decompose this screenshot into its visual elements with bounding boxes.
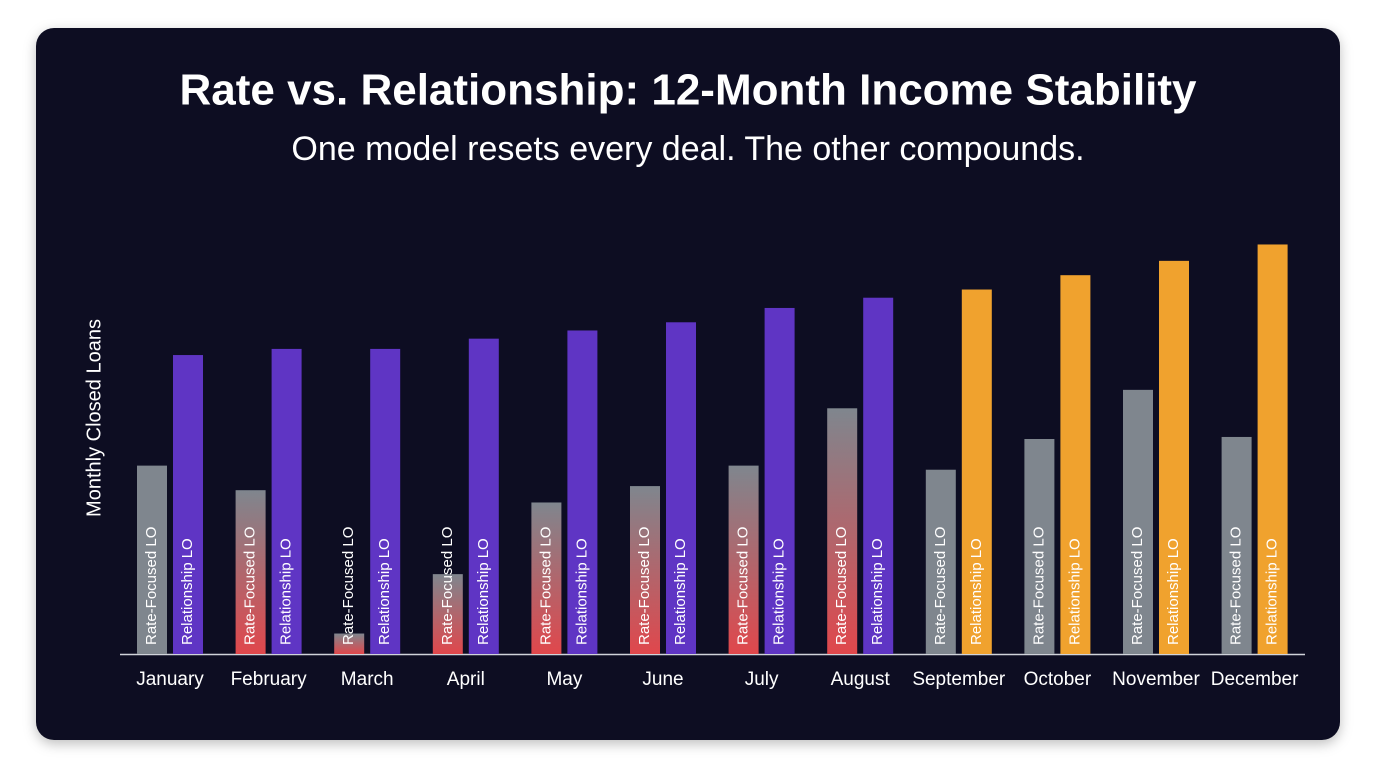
bar-series-label: Rate-Focused LO: [439, 527, 456, 645]
x-tick-label: August: [831, 669, 891, 690]
chart-title: Rate vs. Relationship: 12-Month Income S…: [179, 66, 1197, 115]
bar-series-label: Rate-Focused LO: [537, 527, 554, 645]
bar: [468, 338, 499, 654]
bar-series-label: Rate-Focused LO: [1129, 527, 1146, 645]
bar: [1060, 275, 1091, 654]
x-tick-label: March: [341, 669, 394, 690]
bar-series-label: Relationship LO: [672, 538, 689, 645]
y-axis-label: Monthly Closed Loans: [83, 319, 105, 517]
bar: [137, 465, 167, 654]
bar: [630, 486, 660, 654]
bar: [1024, 439, 1055, 654]
bar-series-label: Rate-Focused LO: [242, 527, 259, 645]
bar: [567, 330, 598, 654]
bar-series-label: Relationship LO: [1066, 538, 1083, 645]
chart-subtitle: One model resets every deal. The other c…: [291, 130, 1084, 168]
bar: [1257, 244, 1288, 654]
bar: [728, 465, 759, 654]
bar-series-label: Relationship LO: [771, 538, 788, 645]
bar-series-label: Relationship LO: [573, 538, 590, 645]
bar: [863, 297, 894, 654]
bar: [827, 408, 858, 654]
bar-series-label: Relationship LO: [869, 538, 886, 645]
bar-series-label: Rate-Focused LO: [1030, 527, 1047, 645]
bar: [334, 633, 365, 654]
x-tick-label: June: [642, 669, 683, 690]
x-tick-label: May: [546, 669, 582, 690]
bar: [271, 348, 302, 654]
bar-series-label: Rate-Focused LO: [1228, 527, 1245, 645]
bar: [961, 289, 992, 654]
x-tick-label: July: [745, 669, 779, 690]
bar: [432, 574, 463, 654]
bar-series-label: Relationship LO: [278, 538, 295, 645]
bar-series-label: Rate-Focused LO: [932, 527, 949, 645]
bar-series-label: Relationship LO: [376, 538, 393, 645]
bar: [173, 355, 203, 654]
bar-series-label: Rate-Focused LO: [143, 527, 160, 645]
bar: [1123, 389, 1153, 654]
bar-series-label: Relationship LO: [968, 538, 985, 645]
bar-series-label: Rate-Focused LO: [833, 527, 850, 645]
x-tick-label: October: [1024, 669, 1092, 690]
x-tick-label: April: [447, 669, 485, 690]
bar-series-label: Relationship LO: [1165, 538, 1182, 645]
bar-series-label: Relationship LO: [475, 538, 492, 645]
x-tick-label: February: [231, 669, 308, 690]
bar: [1221, 436, 1252, 654]
x-tick-label: December: [1211, 669, 1299, 690]
bar: [666, 322, 696, 654]
x-tick-label: January: [136, 669, 204, 690]
x-tick-label: September: [912, 669, 1006, 690]
bar-series-label: Rate-Focused LO: [340, 527, 357, 645]
bar: [531, 502, 562, 654]
bar: [1159, 260, 1189, 654]
bar-series-label: Rate-Focused LO: [636, 527, 653, 645]
bar: [764, 307, 795, 654]
bar: [925, 469, 956, 654]
bar-series-label: Relationship LO: [179, 538, 196, 645]
bar: [370, 348, 401, 654]
x-tick-label: November: [1112, 669, 1200, 690]
bar-series-label: Relationship LO: [1264, 538, 1281, 645]
bar-series-label: Rate-Focused LO: [735, 527, 752, 645]
bar: [235, 490, 266, 654]
